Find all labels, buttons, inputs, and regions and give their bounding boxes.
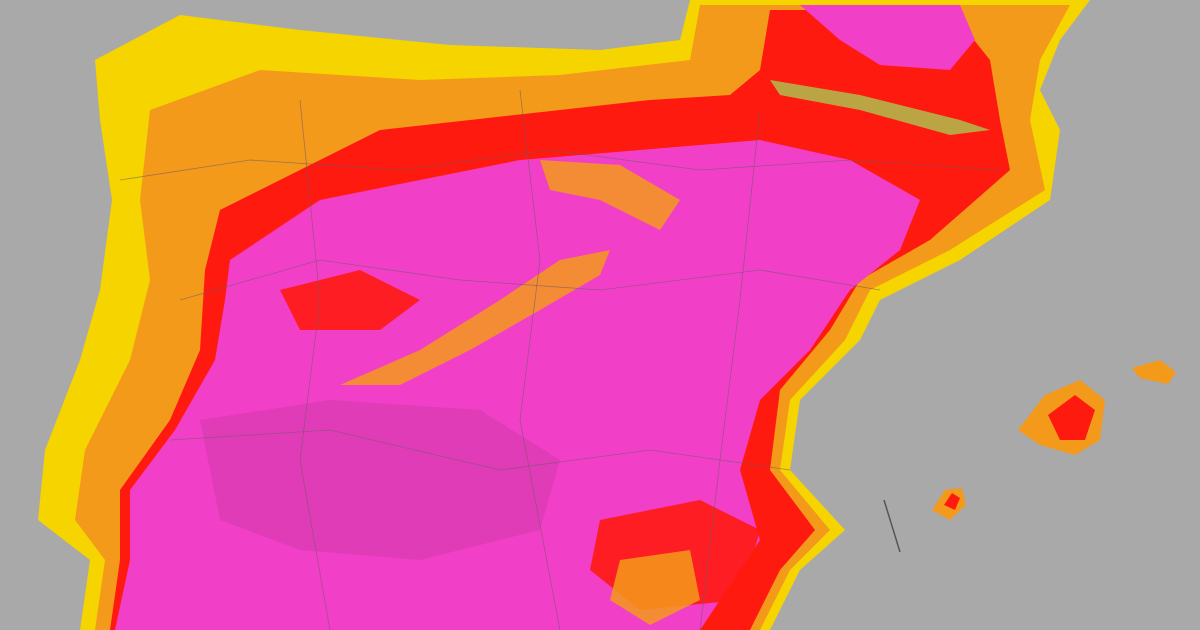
ridge-green [770,80,990,135]
land-dark-magenta [200,400,560,560]
border [169,429,791,471]
border [519,89,561,630]
border [299,99,331,630]
ridge-orange [540,160,680,230]
border [699,109,761,630]
island-mallorca-core [1048,395,1095,440]
border [179,259,881,301]
island-menorca [1132,360,1176,384]
land-magenta-north [800,5,975,70]
ridge-red [280,270,420,330]
border [119,149,1001,181]
coast-line [883,499,901,553]
ridge-orange [610,550,700,625]
island-ibiza-core [944,493,960,510]
ridge-orange [340,250,610,385]
